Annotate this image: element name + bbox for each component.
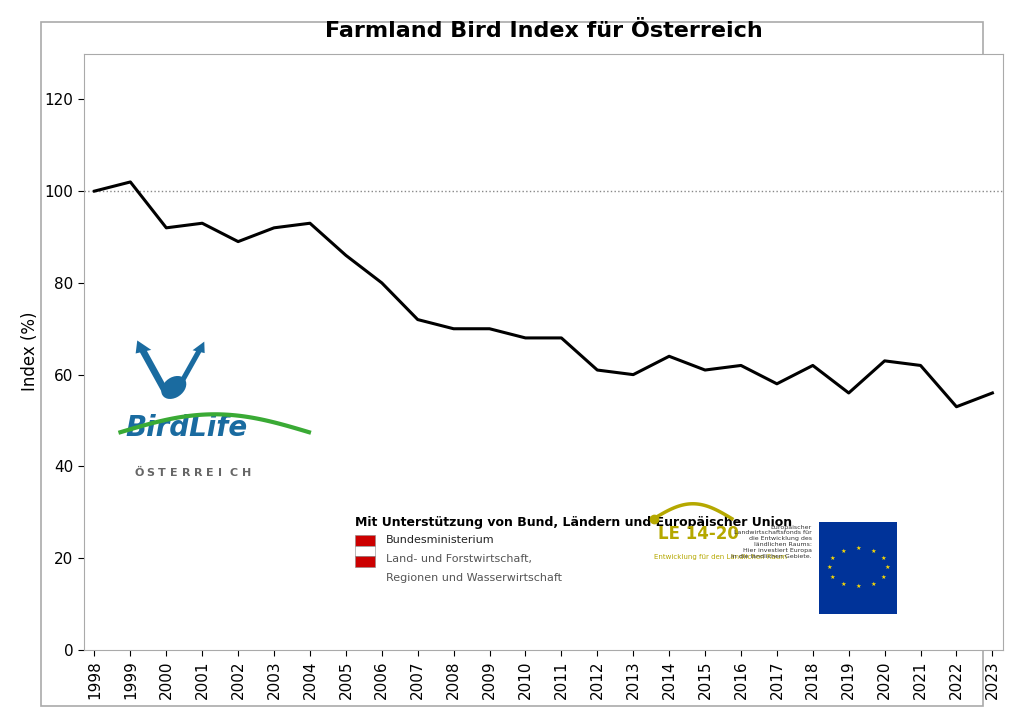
Text: Land- und Forstwirtschaft,: Land- und Forstwirtschaft, (386, 554, 532, 564)
Ellipse shape (162, 376, 186, 399)
Text: ★: ★ (870, 582, 876, 587)
Bar (355, 546, 375, 557)
Text: ★: ★ (885, 565, 891, 570)
Text: Bundesministerium: Bundesministerium (386, 535, 495, 545)
Text: Europäischer
Landwirtschaftsfonds für
die Entwicklung des
ländlichen Raums:
Hier: Europäischer Landwirtschaftsfonds für di… (731, 525, 812, 559)
Text: BirdLife: BirdLife (125, 414, 248, 442)
Text: ★: ★ (881, 575, 887, 580)
Text: LE 14-20: LE 14-20 (658, 525, 739, 543)
Bar (355, 557, 375, 567)
Text: Regionen und Wasserwirtschaft: Regionen und Wasserwirtschaft (386, 573, 562, 583)
Text: ★: ★ (881, 556, 887, 561)
Bar (819, 522, 897, 614)
Text: ★: ★ (830, 575, 836, 580)
Text: ★: ★ (870, 549, 876, 554)
FancyArrow shape (135, 341, 170, 395)
Text: I: I (218, 468, 222, 478)
Text: ★: ★ (855, 546, 861, 552)
Text: R: R (194, 468, 203, 478)
Text: Ö: Ö (134, 468, 143, 478)
Text: E: E (170, 468, 178, 478)
Text: E: E (206, 468, 214, 478)
Text: R: R (182, 468, 190, 478)
Title: Farmland Bird Index für Österreich: Farmland Bird Index für Österreich (325, 21, 762, 41)
Text: Entwicklung für den Ländlichen Raum: Entwicklung für den Ländlichen Raum (653, 554, 786, 560)
Text: Mit Unterstützung von Bund, Ländern und Europäischer Union: Mit Unterstützung von Bund, Ländern und … (355, 516, 792, 528)
Text: H: H (242, 468, 251, 478)
Text: T: T (158, 468, 166, 478)
Text: C: C (229, 468, 238, 478)
Text: ★: ★ (855, 585, 861, 590)
Text: ★: ★ (841, 549, 847, 554)
FancyArrow shape (177, 341, 205, 385)
Text: ★: ★ (826, 565, 831, 570)
Text: ★: ★ (830, 556, 836, 561)
Text: S: S (146, 468, 155, 478)
Y-axis label: Index (%): Index (%) (20, 312, 39, 392)
Bar (355, 535, 375, 546)
Text: ★: ★ (841, 582, 847, 587)
